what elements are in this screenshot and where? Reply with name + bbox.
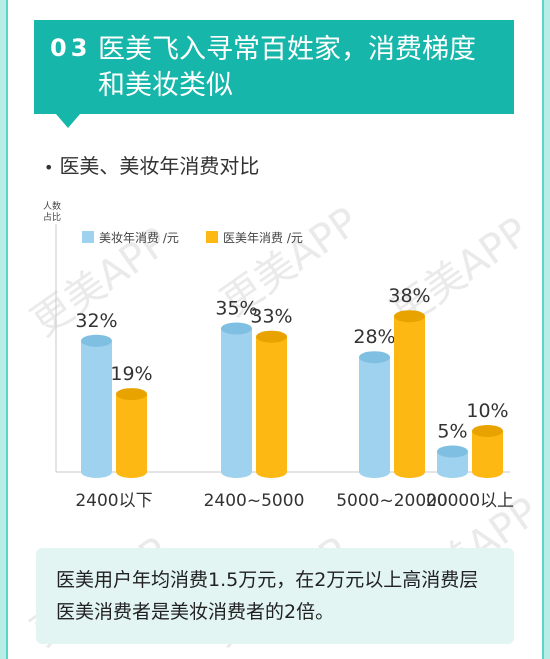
chart-subtitle: • 医美、美妆年消费对比 (44, 150, 259, 179)
chart-subtitle-text: 医美、美妆年消费对比 (59, 154, 260, 178)
header-pointer (56, 114, 80, 128)
bar (394, 316, 425, 472)
right-frame-border (542, 0, 550, 659)
bar-base (472, 466, 503, 478)
data-label: 5% (437, 421, 467, 443)
bar-top (359, 351, 390, 364)
y-axis-label: 人数 (43, 200, 61, 212)
bar (81, 340, 112, 472)
data-label: 35% (215, 298, 257, 320)
section-title: 医美飞入寻常百姓家，消费梯度和美妆类似 (98, 34, 476, 101)
data-label: 10% (466, 400, 508, 422)
x-tick-label: 2400以下 (75, 491, 152, 511)
data-label: 19% (110, 363, 152, 385)
x-tick-label: 5000~20000 (336, 491, 448, 511)
bar-top (81, 334, 112, 347)
legend-swatch (82, 231, 94, 243)
x-tick-label: 2400~5000 (204, 491, 305, 511)
bar (359, 357, 390, 472)
legend-label: 美妆年消费 /元 (99, 231, 179, 245)
bar-top (472, 425, 503, 437)
data-label: 32% (75, 310, 117, 332)
data-label: 38% (388, 285, 430, 307)
bar-top (394, 310, 425, 323)
bar-top (256, 330, 287, 343)
x-tick-label: 20000以上 (426, 491, 514, 511)
bar-base (437, 466, 468, 478)
left-frame-border (0, 0, 8, 659)
summary-note: 医美用户年均消费1.5万元，在2万元以上高消费层医美消费者是美妆消费者的2倍。 (36, 548, 514, 644)
legend-swatch (206, 231, 218, 243)
bar-base (116, 466, 147, 478)
data-label: 33% (250, 306, 292, 328)
bar-top (437, 445, 468, 458)
bar (116, 394, 147, 472)
section-header: 03 医美飞入寻常百姓家，消费梯度和美妆类似 (34, 20, 514, 128)
y-axis-label: 占比 (43, 211, 61, 223)
legend-label: 医美年消费 /元 (223, 231, 303, 245)
summary-note-text: 医美用户年均消费1.5万元，在2万元以上高消费层医美消费者是美妆消费者的2倍。 (56, 569, 479, 623)
bar-base (81, 466, 112, 478)
bar (221, 328, 252, 472)
bar-top (221, 322, 252, 335)
bar (256, 336, 287, 472)
bar-base (221, 466, 252, 478)
bar (472, 431, 503, 472)
bar-base (359, 466, 390, 478)
bar-top (116, 388, 147, 401)
bar-base (256, 466, 287, 478)
bar-base (394, 466, 425, 478)
data-label: 28% (353, 326, 395, 348)
section-number: 03 (50, 34, 92, 62)
bullet-dot: • (44, 158, 54, 177)
